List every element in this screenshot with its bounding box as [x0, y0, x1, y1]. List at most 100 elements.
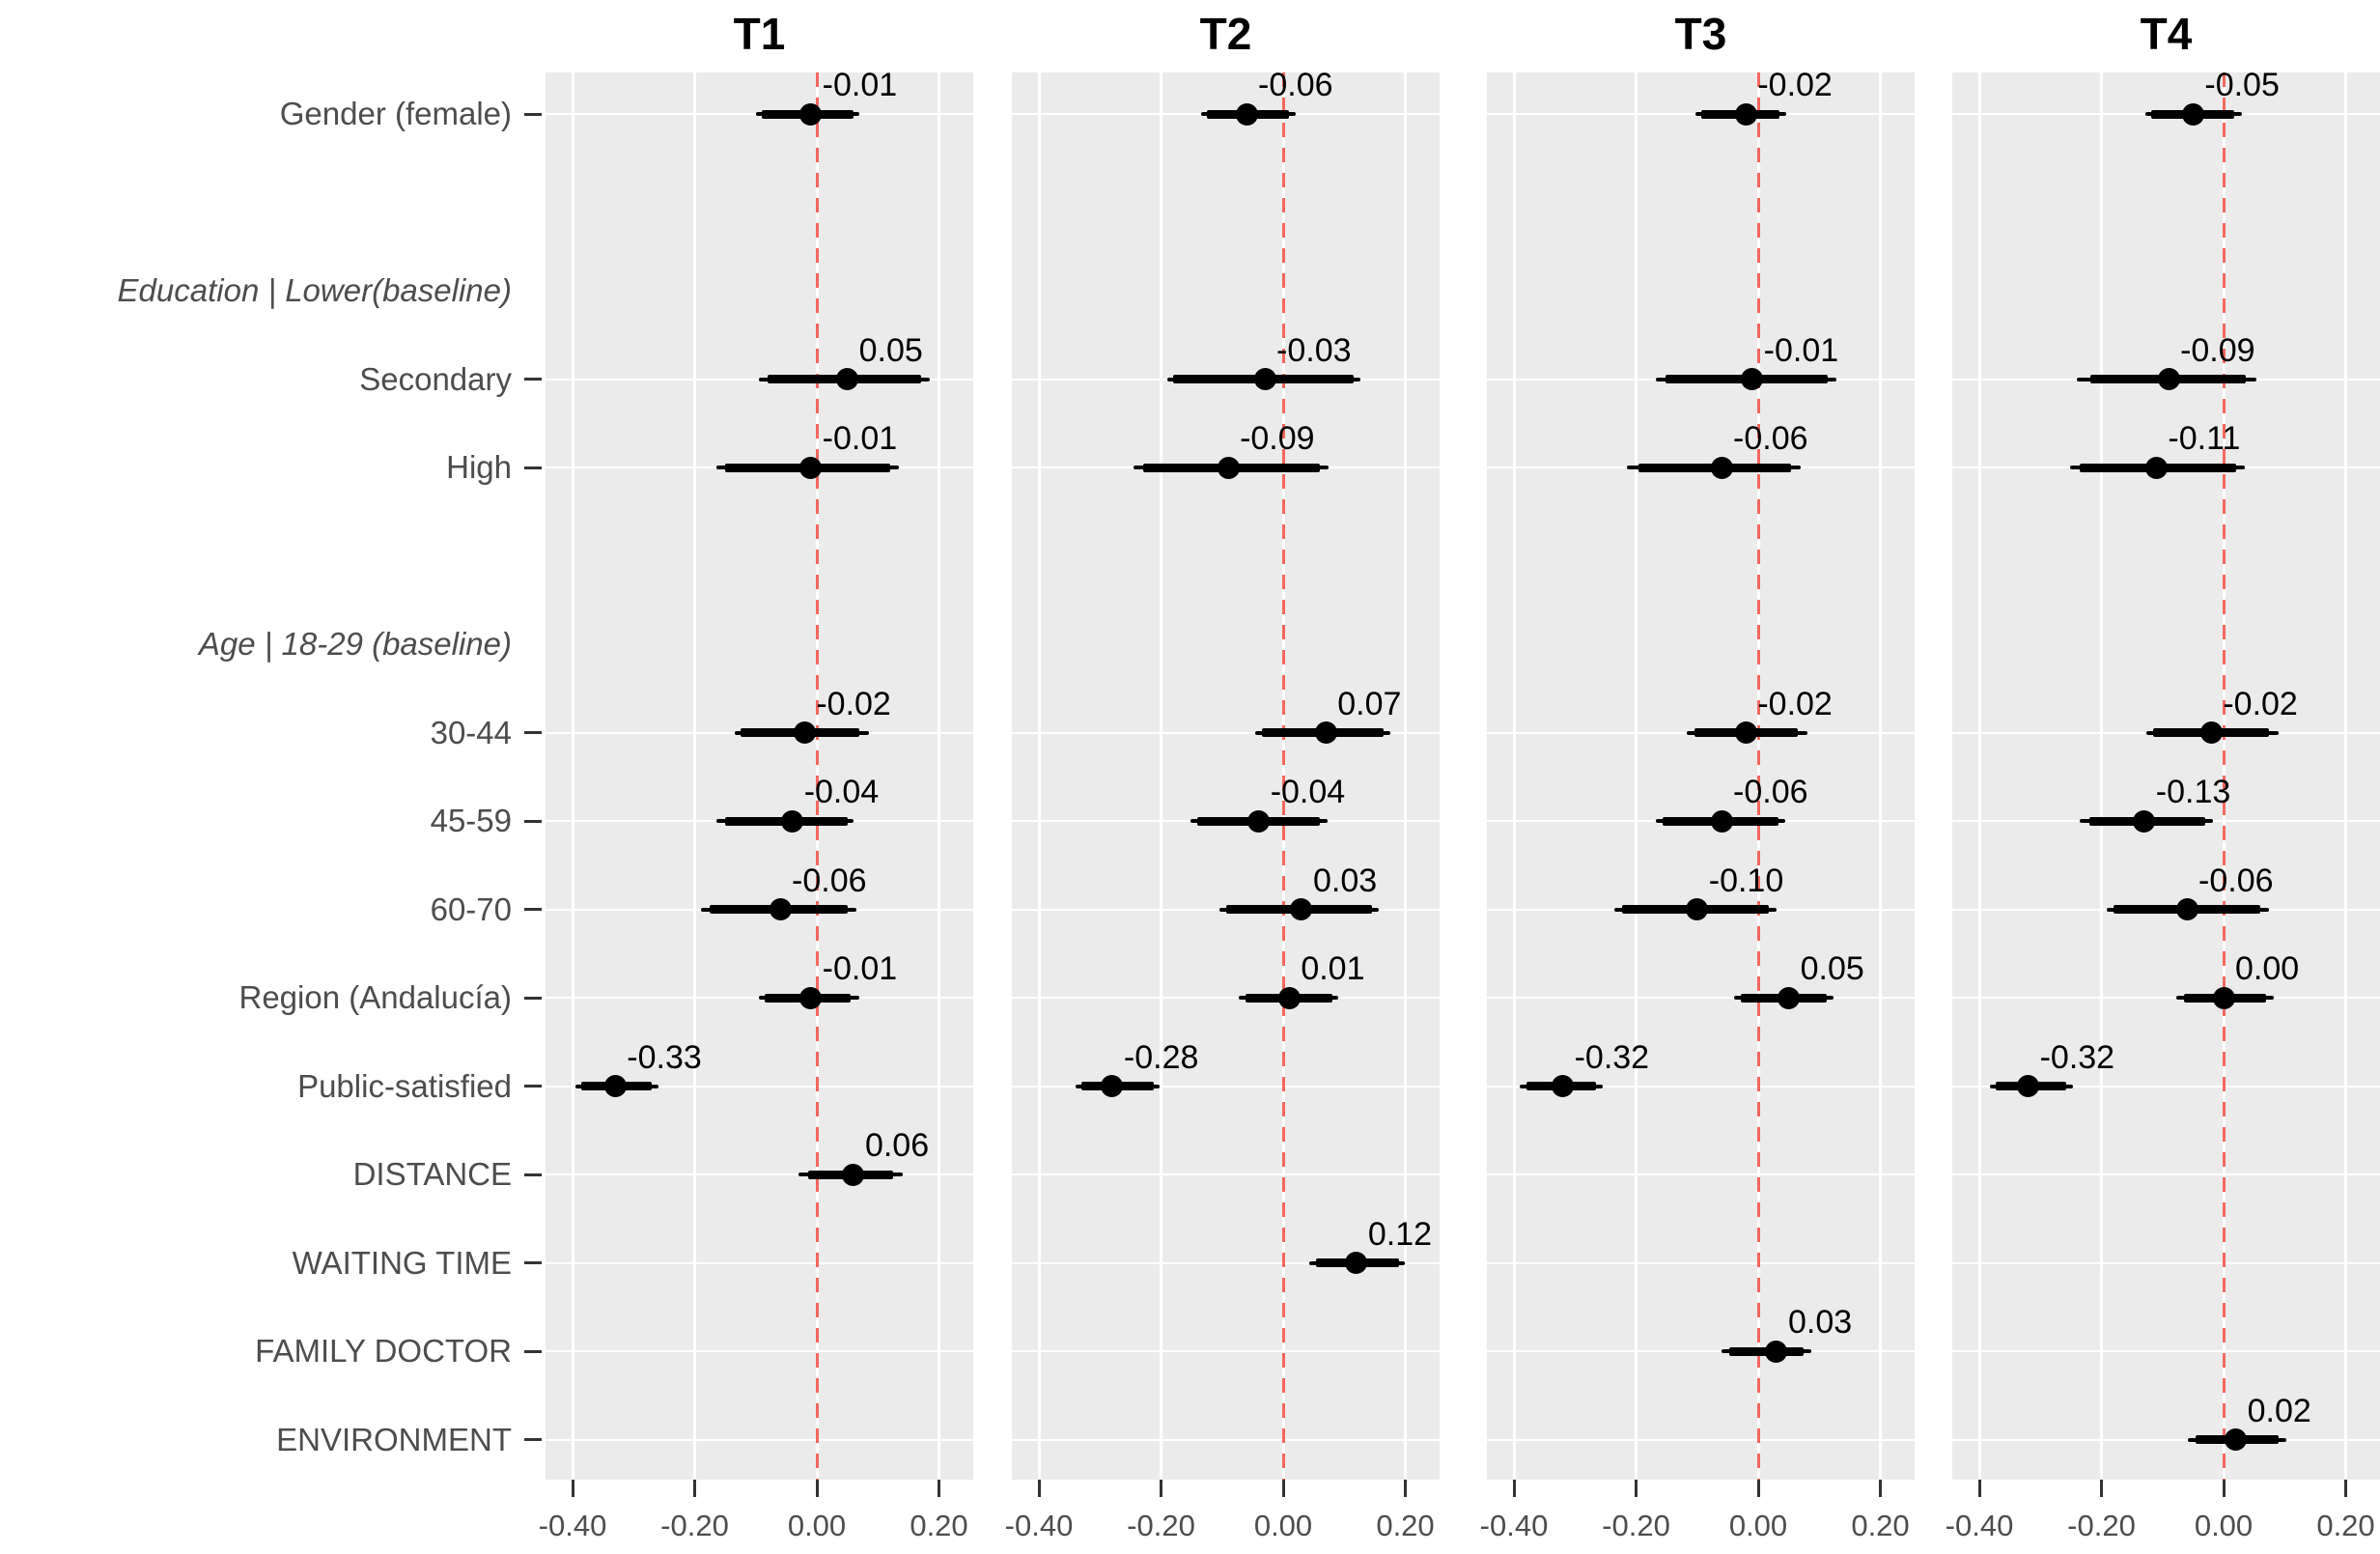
estimate-point-T3-family_doctor: [1765, 1340, 1788, 1363]
zero-reference-line-T3: [1756, 72, 1760, 1480]
estimate-point-T2-age_60_70: [1290, 898, 1313, 920]
estimate-point-T3-age_45_59: [1710, 809, 1733, 833]
gridline-h-T2-age_30_44: [1012, 731, 1440, 734]
estimate-point-T3-region: [1778, 986, 1801, 1009]
x-axis-tick-T2--0.40: [1037, 1480, 1041, 1497]
x-axis-tick-label-T3--0.40: -0.40: [1479, 1509, 1549, 1542]
estimate-value-label-T1-high: -0.01: [822, 420, 898, 457]
gridline-h-T4-waiting_time: [1952, 1261, 2380, 1264]
estimate-point-T3-age_60_70: [1686, 898, 1709, 920]
x-axis-tick-label-T1-0.20: 0.20: [910, 1509, 968, 1542]
x-axis-tick-T2--0.20: [1160, 1480, 1162, 1497]
gridline-h-T2-distance: [1012, 1173, 1440, 1175]
y-axis-label-age_30_44: 30-44: [430, 714, 512, 750]
estimate-value-label-T2-public_satisfied: -0.28: [1123, 1038, 1199, 1076]
gridline-v-T2-0.20: [1404, 72, 1407, 1480]
y-axis-label-education_header: Education | Lower(baseline): [117, 272, 512, 308]
gridline-h-T2-family_doctor: [1012, 1350, 1440, 1352]
zero-reference-line-T2: [1281, 72, 1285, 1480]
x-axis-tick-T4--0.40: [1977, 1480, 1981, 1497]
estimate-value-label-T1-region: -0.01: [822, 950, 898, 987]
estimate-value-label-T1-public_satisfied: -0.33: [627, 1038, 702, 1076]
gridline-h-T4-distance: [1952, 1173, 2380, 1175]
estimate-value-label-T2-age_30_44: 0.07: [1337, 685, 1402, 722]
x-axis-tick-label-T2-0.00: 0.00: [1253, 1509, 1313, 1542]
gridline-h-T1-environment: [546, 1438, 973, 1441]
estimate-point-T3-age_30_44: [1734, 721, 1757, 744]
estimate-point-T3-high: [1710, 456, 1733, 479]
y-axis-tick-environment: [524, 1438, 542, 1441]
estimate-point-T4-region: [2212, 986, 2235, 1009]
x-axis-tick-T1--0.20: [693, 1480, 696, 1497]
gridline-h-T2-public_satisfied: [1012, 1085, 1440, 1088]
estimate-point-T4-age_60_70: [2175, 898, 2198, 920]
x-axis-tick-T3--0.20: [1635, 1480, 1638, 1497]
x-axis-tick-label-T4-0.00: 0.00: [2194, 1509, 2254, 1542]
estimate-point-T2-waiting_time: [1345, 1252, 1368, 1274]
y-axis-tick-secondary: [524, 378, 542, 381]
x-axis-tick-label-T3-0.20: 0.20: [1851, 1509, 1910, 1542]
gridline-h-T2-region: [1012, 997, 1440, 999]
estimate-point-T2-high: [1217, 456, 1240, 479]
estimate-value-label-T4-secondary: -0.09: [2180, 331, 2255, 369]
x-axis-tick-T3--0.40: [1512, 1480, 1516, 1497]
estimate-point-T4-environment: [2225, 1428, 2248, 1451]
panel-T2: [1012, 72, 1440, 1480]
gridline-v-T1-0.20: [938, 72, 940, 1480]
gridline-v-T3--0.40: [1512, 72, 1516, 1480]
x-axis-tick-label-T4--0.40: -0.40: [1945, 1509, 2014, 1542]
x-axis-tick-label-T1--0.40: -0.40: [538, 1509, 607, 1542]
panel-title-T3: T3: [1674, 9, 1727, 59]
estimate-value-label-T2-secondary: -0.03: [1276, 331, 1352, 369]
zero-reference-line-T1: [815, 72, 819, 1480]
estimate-value-label-T4-region: 0.00: [2235, 950, 2300, 987]
estimate-point-T2-region: [1277, 986, 1301, 1009]
x-axis-tick-T4--0.20: [2100, 1480, 2103, 1497]
gridline-h-T3-environment: [1487, 1438, 1915, 1441]
panel-T4: [1952, 72, 2380, 1480]
estimate-value-label-T3-age_30_44: -0.02: [1757, 685, 1833, 722]
x-axis-tick-label-T2--0.20: -0.20: [1127, 1509, 1195, 1542]
y-axis-label-family_doctor: FAMILY DOCTOR: [255, 1333, 512, 1369]
estimate-value-label-T3-family_doctor: 0.03: [1787, 1304, 1853, 1341]
gridline-h-T2-environment: [1012, 1438, 1440, 1441]
estimate-point-T3-gender: [1734, 102, 1757, 126]
estimate-point-T2-gender: [1235, 102, 1258, 126]
y-axis-tick-high: [524, 466, 542, 469]
gridline-h-T2-waiting_time: [1012, 1261, 1440, 1264]
y-axis-tick-age_45_59: [524, 819, 542, 823]
panel-T3: [1487, 72, 1915, 1480]
estimate-value-label-T1-gender: -0.01: [822, 67, 898, 103]
x-axis-tick-label-T1--0.20: -0.20: [660, 1509, 729, 1542]
y-axis-label-environment: ENVIRONMENT: [276, 1421, 512, 1457]
x-axis-tick-label-T1-0.00: 0.00: [787, 1509, 847, 1542]
gridline-h-T3-distance: [1487, 1173, 1915, 1175]
estimate-value-label-T3-age_45_59: -0.06: [1733, 774, 1808, 810]
gridline-h-T3-waiting_time: [1487, 1261, 1915, 1264]
y-axis-tick-family_doctor: [524, 1349, 542, 1353]
estimate-point-T1-age_30_44: [793, 721, 816, 744]
x-axis-tick-T4-0.20: [2344, 1480, 2347, 1497]
x-axis-tick-T3-0.00: [1756, 1480, 1760, 1497]
gridline-v-T4--0.40: [1977, 72, 1981, 1480]
estimate-value-label-T4-high: -0.11: [2168, 420, 2241, 457]
x-axis-tick-T4-0.00: [2222, 1480, 2226, 1497]
y-axis-label-public_satisfied: Public-satisfied: [297, 1067, 512, 1104]
x-axis-tick-label-T3--0.20: -0.20: [1602, 1509, 1670, 1542]
gridline-v-T3-0.20: [1879, 72, 1882, 1480]
estimate-value-label-T2-waiting_time: 0.12: [1367, 1215, 1433, 1253]
x-axis-tick-label-T4-0.20: 0.20: [2316, 1509, 2375, 1542]
gridline-h-T1-waiting_time: [546, 1261, 973, 1264]
estimate-value-label-T3-high: -0.06: [1733, 420, 1808, 457]
gridline-v-T2--0.20: [1160, 72, 1162, 1480]
estimate-point-T4-high: [2144, 456, 2168, 479]
y-axis-tick-public_satisfied: [524, 1085, 542, 1088]
estimate-point-T3-public_satisfied: [1552, 1075, 1575, 1097]
gridline-v-T1--0.40: [571, 72, 574, 1480]
estimate-point-T1-high: [799, 456, 823, 479]
x-axis-tick-label-T2--0.40: -0.40: [1004, 1509, 1074, 1542]
estimate-point-T2-public_satisfied: [1101, 1075, 1124, 1097]
estimate-value-label-T4-age_45_59: -0.13: [2155, 774, 2231, 810]
estimate-point-T4-secondary: [2157, 368, 2180, 390]
